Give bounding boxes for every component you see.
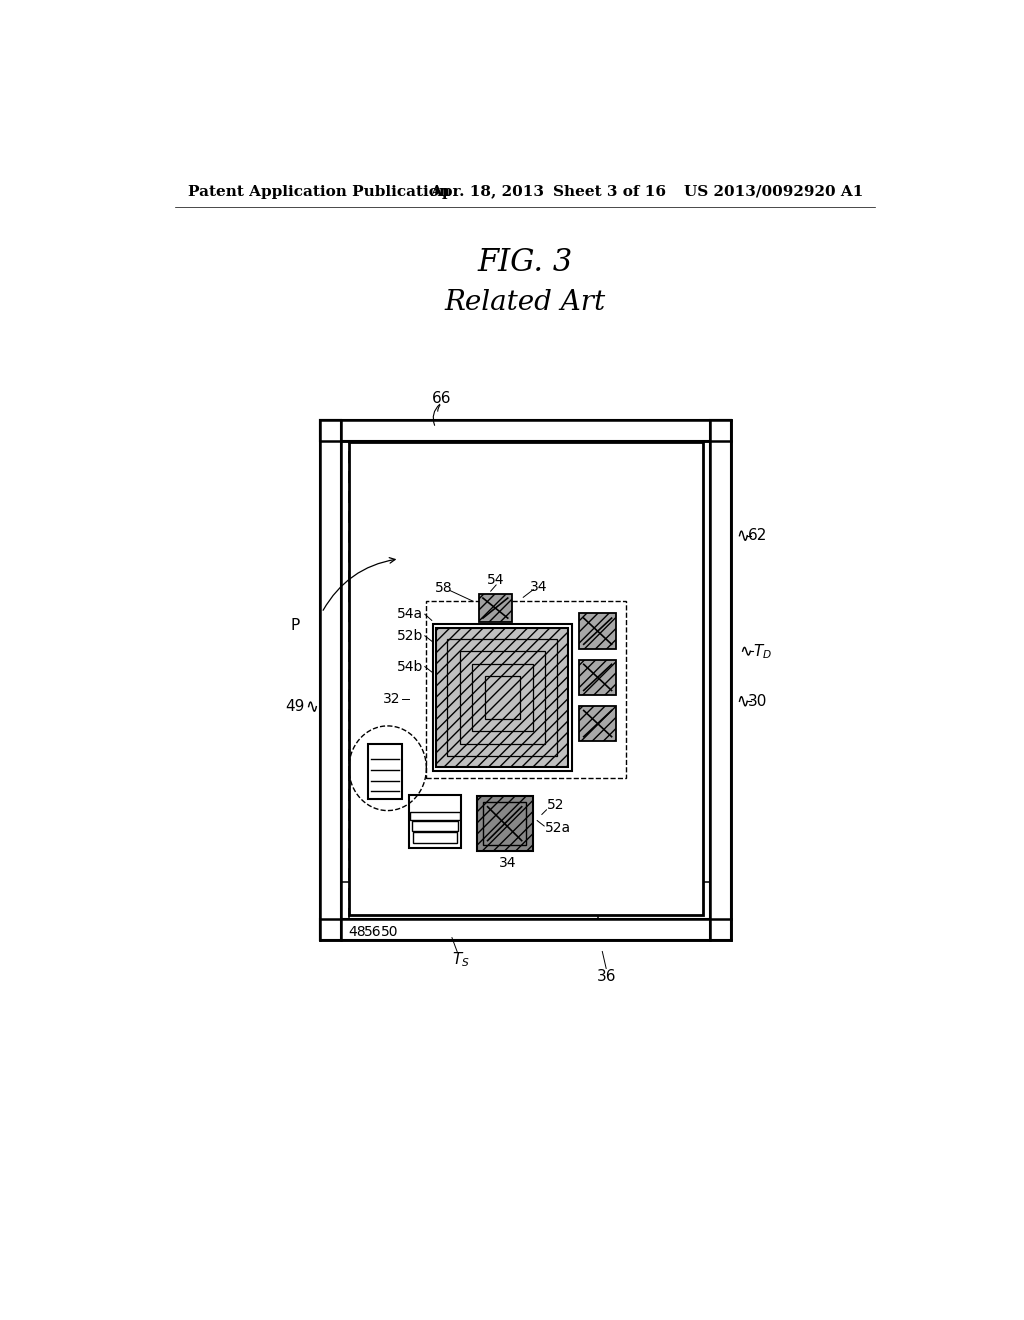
Text: 36: 36 [597, 969, 616, 983]
Text: 32: 32 [383, 692, 400, 706]
Text: 52: 52 [547, 799, 564, 812]
Bar [710, 420, 731, 940]
Bar [409, 795, 461, 847]
Bar [349, 442, 703, 915]
Text: Patent Application Publication: Patent Application Publication [188, 185, 451, 198]
Bar [460, 651, 545, 743]
Bar [410, 812, 460, 820]
Text: 54a: 54a [397, 607, 423, 622]
Bar [426, 601, 627, 779]
Text: 48: 48 [348, 925, 367, 940]
Text: 56: 56 [365, 925, 382, 940]
Bar [579, 614, 616, 649]
Text: Sheet 3 of 16: Sheet 3 of 16 [553, 185, 666, 198]
Bar [579, 706, 616, 742]
Bar [472, 664, 532, 731]
Text: $T_S$: $T_S$ [453, 950, 470, 969]
Text: 34: 34 [530, 581, 548, 594]
Text: FIG. 3: FIG. 3 [477, 247, 572, 277]
Bar [321, 919, 731, 940]
Text: 30: 30 [748, 694, 767, 709]
Bar [484, 676, 520, 719]
Bar [321, 420, 731, 940]
Bar [483, 803, 526, 845]
Bar [579, 660, 616, 696]
Text: US 2013/0092920 A1: US 2013/0092920 A1 [684, 185, 864, 198]
Bar [432, 624, 572, 771]
Text: 50: 50 [381, 925, 398, 940]
Bar [369, 743, 402, 799]
Text: 49: 49 [286, 700, 305, 714]
Text: 66: 66 [432, 391, 452, 407]
Bar [321, 420, 341, 940]
Text: 54b: 54b [397, 660, 423, 673]
Bar [412, 821, 458, 830]
Text: $T_D$: $T_D$ [754, 642, 772, 660]
Text: 52b: 52b [397, 628, 423, 643]
Text: 54: 54 [487, 573, 505, 586]
Bar [479, 594, 512, 622]
Text: 58: 58 [434, 581, 453, 595]
Bar [414, 832, 457, 843]
Bar [477, 796, 532, 851]
Text: P: P [291, 618, 300, 634]
Bar [436, 628, 568, 767]
Text: 52a: 52a [545, 821, 571, 836]
Bar [447, 639, 557, 756]
Text: Apr. 18, 2013: Apr. 18, 2013 [430, 185, 544, 198]
Text: 34: 34 [499, 855, 516, 870]
Text: 62: 62 [748, 528, 767, 544]
Text: Related Art: Related Art [444, 289, 605, 315]
Bar [321, 420, 731, 441]
